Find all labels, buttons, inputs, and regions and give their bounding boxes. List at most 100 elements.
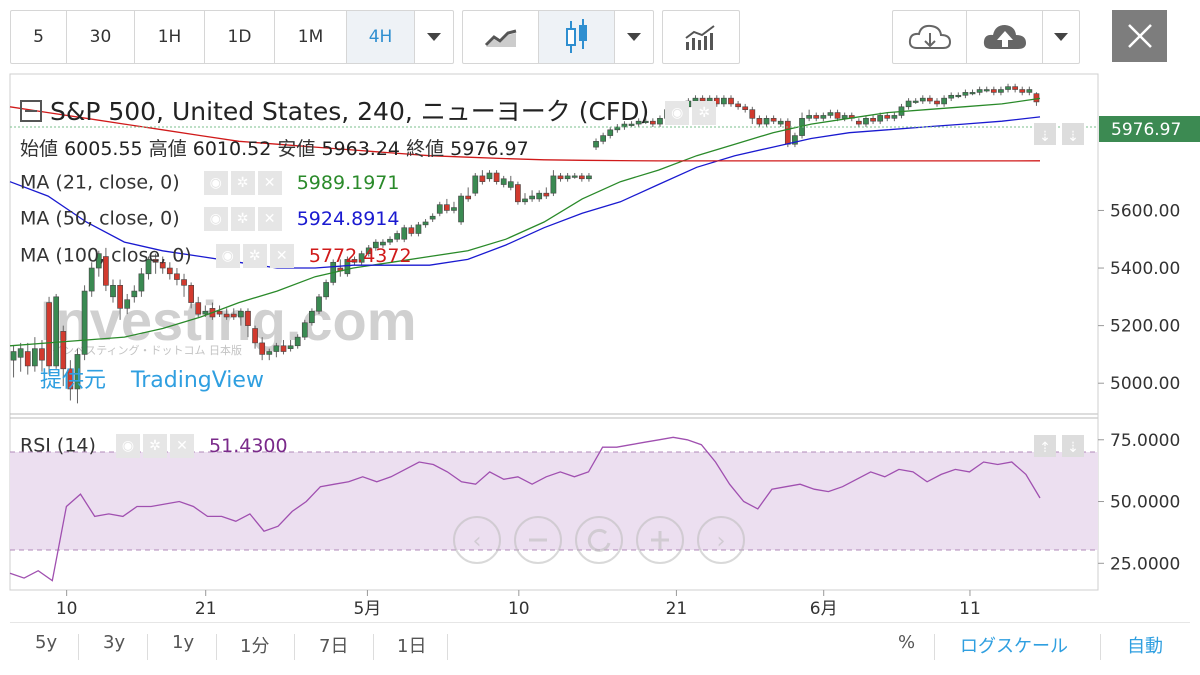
rsi-legend: RSI (14) ◉ ✲ ✕ 51.4300 xyxy=(20,434,288,458)
eye-icon[interactable]: ◉ xyxy=(203,207,228,231)
candle xyxy=(202,310,209,315)
eye-icon[interactable]: ◉ xyxy=(215,244,240,268)
interval-1mo-button[interactable]: 1M xyxy=(275,11,347,63)
ma21-value: 5989.1971 xyxy=(296,171,400,194)
chart-type-dropdown-button[interactable] xyxy=(615,11,653,63)
candle xyxy=(955,94,962,98)
arrow-down-icon: ⇣ xyxy=(1067,129,1079,145)
auto-scale-button[interactable]: 自動 xyxy=(1127,636,1163,657)
ma100-legend: MA (100, close, 0) ◉ ✲ ✕ 5772.4372 xyxy=(20,244,412,268)
close-icon[interactable]: ✕ xyxy=(169,434,194,458)
candle xyxy=(394,233,400,240)
candle xyxy=(372,241,379,249)
range-3y-button[interactable]: 3y xyxy=(103,632,126,653)
candle xyxy=(294,336,301,347)
candle xyxy=(600,135,606,142)
zoom-in-button[interactable] xyxy=(636,516,684,564)
gear-icon[interactable]: ✲ xyxy=(242,244,267,268)
candle xyxy=(195,302,202,315)
eye-icon[interactable]: ◉ xyxy=(203,171,228,195)
separator xyxy=(147,634,148,660)
indicators-button[interactable] xyxy=(663,11,739,63)
candle xyxy=(614,126,621,131)
candle xyxy=(877,115,884,122)
chevron-down-icon xyxy=(1054,33,1068,41)
log-scale-button[interactable]: ログスケール xyxy=(960,636,1068,657)
candle xyxy=(934,100,940,105)
range-1d-button[interactable]: 1日 xyxy=(397,636,427,657)
zoom-nav: ‹ › xyxy=(453,516,745,564)
gear-icon[interactable]: ✲ xyxy=(692,101,717,125)
gear-icon[interactable]: ✲ xyxy=(230,171,255,195)
candle xyxy=(728,97,734,105)
pane-down2-button[interactable] xyxy=(1062,123,1084,145)
candle xyxy=(110,285,116,298)
range-1m-button[interactable]: 1分 xyxy=(240,636,270,657)
reset-button[interactable] xyxy=(575,516,623,564)
candle xyxy=(465,195,472,200)
candle xyxy=(571,175,578,178)
refresh-icon xyxy=(587,528,611,552)
close-button[interactable] xyxy=(1112,10,1167,62)
collapse-icon[interactable] xyxy=(20,100,42,122)
gear-icon[interactable]: ✲ xyxy=(230,207,255,231)
tradingview-link[interactable]: TradingView xyxy=(131,368,264,393)
percent-scale-button[interactable]: % xyxy=(898,632,916,653)
candle xyxy=(770,118,777,122)
range-5y-button[interactable]: 5y xyxy=(35,632,58,653)
gear-icon[interactable]: ✲ xyxy=(142,434,167,458)
close-icon[interactable]: ✕ xyxy=(257,207,282,231)
scroll-left-button[interactable] xyxy=(453,516,501,564)
interval-4h-button[interactable]: 4H xyxy=(347,11,415,63)
load-chart-button[interactable] xyxy=(893,11,967,63)
candle xyxy=(380,241,386,246)
close-icon[interactable]: ✕ xyxy=(269,244,294,268)
interval-30m-button[interactable]: 30 xyxy=(67,11,135,63)
candle xyxy=(138,273,145,292)
price-pane-arrows: ⇣ ⇣ xyxy=(1034,123,1084,145)
eye-icon[interactable]: ◉ xyxy=(665,101,690,125)
candle xyxy=(46,302,52,367)
candle xyxy=(884,115,891,119)
open-label: 始値 xyxy=(20,138,59,160)
candle xyxy=(721,97,727,105)
scroll-right-button[interactable] xyxy=(697,516,745,564)
candle xyxy=(586,175,592,180)
x-tick-label: 6月 xyxy=(810,599,838,619)
line-chart-button[interactable] xyxy=(463,11,539,63)
interval-1h-button[interactable]: 1H xyxy=(135,11,205,63)
pane-down-button[interactable] xyxy=(1034,123,1056,145)
candlestick-icon xyxy=(565,19,587,53)
candle xyxy=(1005,86,1011,90)
candle xyxy=(543,192,550,197)
pane-down-button[interactable] xyxy=(1062,435,1084,457)
candle xyxy=(458,195,464,223)
candle xyxy=(117,285,123,309)
candle xyxy=(266,351,273,355)
close-icon[interactable]: ✕ xyxy=(257,171,282,195)
arrow-up-icon: ⇡ xyxy=(1039,440,1051,456)
candle xyxy=(287,345,294,349)
eye-icon[interactable]: ◉ xyxy=(115,434,140,458)
pane-up-button[interactable] xyxy=(1034,435,1056,457)
interval-1d-button[interactable]: 1D xyxy=(205,11,275,63)
range-7d-button[interactable]: 7日 xyxy=(319,636,349,657)
candle xyxy=(216,310,223,315)
candle xyxy=(486,172,493,180)
interval-5m-button[interactable]: 5 xyxy=(11,11,67,63)
ma100-value: 5772.4372 xyxy=(308,244,412,267)
candlestick-chart-button[interactable] xyxy=(539,11,615,63)
ma21-label: MA (21, close, 0) xyxy=(20,171,180,194)
candle xyxy=(365,247,372,254)
rsi-tick-label: 75.0000 xyxy=(1110,431,1180,451)
candle xyxy=(976,89,983,93)
range-1y-button[interactable]: 1y xyxy=(172,632,195,653)
candle xyxy=(763,118,770,125)
zoom-out-button[interactable] xyxy=(514,516,562,564)
save-chart-button[interactable] xyxy=(967,11,1043,63)
save-dropdown-button[interactable] xyxy=(1043,11,1079,63)
candle xyxy=(273,345,280,352)
ma-lines-group xyxy=(9,97,1041,347)
rsi-value: 51.4300 xyxy=(209,434,288,457)
interval-dropdown-button[interactable] xyxy=(415,11,453,63)
